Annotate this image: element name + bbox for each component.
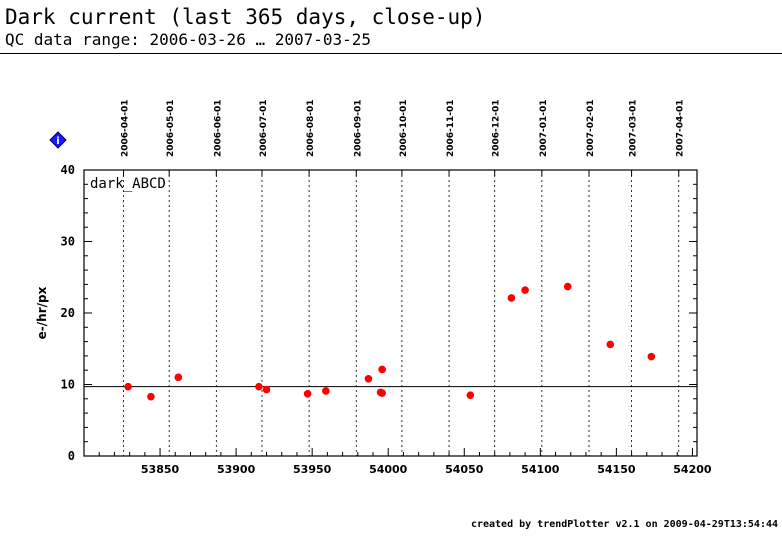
data-point [521, 286, 529, 294]
data-point [378, 389, 386, 397]
x-tick-label: 53850 [141, 463, 180, 476]
top-axis-date-label: 2007-04-01 [676, 99, 686, 157]
x-tick-label: 54200 [673, 463, 712, 476]
y-tick-label: 40 [61, 163, 75, 177]
y-tick-label: 0 [68, 449, 75, 463]
x-tick-label: 53950 [293, 463, 332, 476]
top-axis-date-label: 2007-03-01 [629, 99, 639, 157]
chart-title: Dark current (last 365 days, close-up) [5, 5, 486, 29]
top-axis-date-label: 2006-11-01 [446, 99, 456, 157]
top-axis-date-label: 2006-08-01 [306, 99, 316, 157]
x-tick-label: 54050 [445, 463, 484, 476]
data-point [364, 374, 373, 383]
panel-label: dark_ABCD [90, 176, 166, 192]
data-point [507, 294, 516, 302]
y-tick-label: 20 [61, 306, 75, 320]
info-diamond-icon[interactable]: i [49, 131, 67, 149]
x-tick-label: 54000 [369, 463, 408, 476]
plot-area [83, 169, 698, 457]
data-point [303, 389, 312, 398]
data-point [378, 365, 386, 374]
top-axis-date-label: 2006-06-01 [213, 99, 223, 157]
header-divider [0, 53, 782, 54]
data-point [563, 282, 572, 291]
data-point [147, 392, 155, 401]
top-axis-date-label: 2006-05-01 [166, 99, 176, 157]
footer-credit: created by trendPlotter v2.1 on 2009-04-… [470, 519, 778, 530]
top-axis-date-label: 2006-07-01 [259, 99, 269, 157]
y-tick-label: 30 [61, 235, 75, 249]
data-point [262, 385, 271, 394]
x-tick-label: 54150 [597, 463, 636, 476]
x-tick-label: 53900 [217, 463, 256, 476]
top-axis-date-label: 2006-12-01 [492, 99, 502, 157]
top-axis-date-label: 2006-04-01 [121, 99, 131, 157]
data-point [647, 352, 656, 361]
top-axis-date-label: 2006-09-01 [353, 99, 363, 157]
qc-date-range: QC data range: 2006-03-26 … 2007-03-25 [5, 30, 372, 49]
data-point [174, 373, 183, 382]
y-axis-title: e-/hr/px [35, 286, 49, 339]
data-point [466, 391, 475, 400]
y-tick-label: 10 [61, 378, 75, 392]
data-point [255, 382, 263, 391]
x-tick-label: 54100 [521, 463, 560, 476]
top-axis-date-label: 2006-10-01 [399, 99, 409, 157]
top-axis-date-label: 2007-02-01 [586, 99, 596, 157]
data-point [322, 387, 330, 395]
top-axis-date-label: 2007-01-01 [539, 99, 549, 157]
info-icon-label: i [56, 136, 59, 147]
data-point [124, 382, 132, 391]
data-point [606, 340, 615, 349]
